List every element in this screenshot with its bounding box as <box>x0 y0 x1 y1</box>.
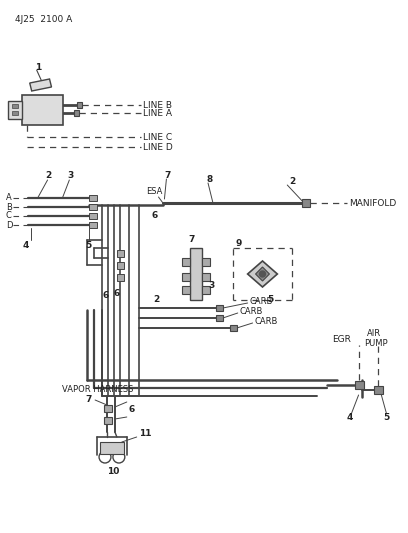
Text: MANIFOLD: MANIFOLD <box>349 198 396 207</box>
Bar <box>89 222 97 228</box>
Text: 2: 2 <box>289 176 295 185</box>
Bar <box>182 286 190 294</box>
Text: AIR: AIR <box>366 328 381 337</box>
Text: 9: 9 <box>236 238 242 247</box>
Circle shape <box>259 271 266 277</box>
Text: 11: 11 <box>139 430 151 439</box>
Text: 6: 6 <box>129 405 135 414</box>
Text: LINE B: LINE B <box>143 101 172 109</box>
Text: 1: 1 <box>35 62 41 71</box>
Text: 7: 7 <box>85 394 91 403</box>
Text: EGR: EGR <box>332 335 351 344</box>
Bar <box>74 110 79 116</box>
Text: 2: 2 <box>153 295 160 304</box>
Text: LINE C: LINE C <box>143 133 172 141</box>
Bar <box>117 262 124 269</box>
Text: 7: 7 <box>164 171 171 180</box>
Text: 7: 7 <box>188 236 195 245</box>
Bar <box>89 213 97 219</box>
Polygon shape <box>248 261 277 287</box>
Bar <box>117 274 124 281</box>
Bar <box>230 325 237 331</box>
Text: PUMP: PUMP <box>364 338 388 348</box>
Bar <box>77 102 82 108</box>
Text: A: A <box>6 193 12 203</box>
Bar <box>89 204 97 210</box>
Bar <box>12 111 18 115</box>
Text: 4: 4 <box>347 413 353 422</box>
Bar <box>89 195 97 201</box>
Text: ESA: ESA <box>146 188 163 197</box>
Text: B: B <box>6 203 12 212</box>
Text: C: C <box>6 212 12 221</box>
Text: 5: 5 <box>85 241 91 251</box>
Bar <box>202 286 210 294</box>
Polygon shape <box>30 79 51 91</box>
Bar <box>182 258 190 266</box>
Text: LINE D: LINE D <box>143 142 173 151</box>
Bar <box>216 305 223 311</box>
Text: 5: 5 <box>384 413 390 422</box>
Text: 2: 2 <box>46 172 52 181</box>
Text: 4J25  2100 A: 4J25 2100 A <box>15 15 72 25</box>
Text: D: D <box>6 221 12 230</box>
Bar <box>117 250 124 257</box>
Text: 3: 3 <box>67 172 73 181</box>
Bar <box>302 199 310 207</box>
Bar <box>190 248 202 300</box>
Text: 6: 6 <box>114 289 120 298</box>
Bar <box>104 417 112 424</box>
Text: 10: 10 <box>107 467 120 477</box>
Bar <box>12 104 18 108</box>
Bar <box>375 386 384 394</box>
Bar <box>216 315 223 321</box>
Text: 4: 4 <box>23 241 29 251</box>
Text: 8: 8 <box>206 174 212 183</box>
Polygon shape <box>255 267 269 281</box>
Text: 3: 3 <box>208 281 214 290</box>
Text: CARB: CARB <box>250 296 273 305</box>
Bar <box>182 273 190 281</box>
Text: CARB: CARB <box>255 317 278 326</box>
Text: 5: 5 <box>268 295 274 304</box>
Bar <box>355 381 364 389</box>
Bar <box>8 101 22 119</box>
Text: VAPOR HARNESS: VAPOR HARNESS <box>62 384 134 393</box>
Bar <box>202 258 210 266</box>
Text: LINE A: LINE A <box>143 109 172 117</box>
Bar <box>22 95 63 125</box>
Text: CARB: CARB <box>240 306 263 316</box>
Text: 6: 6 <box>102 290 108 300</box>
Bar <box>104 405 112 412</box>
Text: 6: 6 <box>151 211 158 220</box>
Bar <box>202 273 210 281</box>
Bar <box>100 442 124 454</box>
